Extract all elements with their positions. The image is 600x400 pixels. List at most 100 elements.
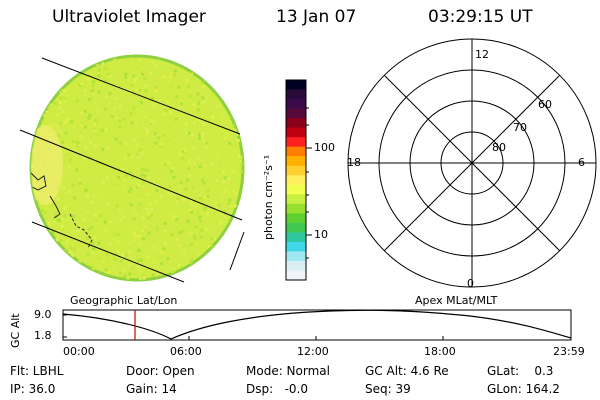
image-pixel bbox=[58, 106, 62, 110]
image-pixel bbox=[231, 235, 235, 239]
colorbar-band bbox=[286, 222, 306, 233]
image-pixel bbox=[185, 244, 189, 247]
image-pixel bbox=[160, 142, 164, 146]
image-pixel bbox=[66, 62, 70, 66]
image-pixel bbox=[174, 125, 178, 129]
image-pixel bbox=[148, 192, 152, 196]
image-pixel bbox=[128, 193, 132, 197]
image-pixel bbox=[204, 277, 208, 280]
image-pixel bbox=[239, 159, 242, 163]
image-pixel bbox=[31, 101, 35, 105]
image-pixel bbox=[94, 187, 98, 191]
image-pixel bbox=[40, 209, 43, 213]
image-pixel bbox=[208, 112, 212, 116]
image-pixel bbox=[89, 135, 93, 138]
mlt-label-6: 6 bbox=[578, 156, 585, 169]
image-pixel bbox=[101, 147, 105, 151]
image-pixel bbox=[236, 263, 240, 267]
image-pixel bbox=[169, 233, 173, 237]
image-pixel bbox=[136, 206, 140, 210]
image-pixel bbox=[183, 275, 187, 279]
xtick-0600: 06:00 bbox=[170, 345, 202, 358]
image-pixel bbox=[66, 153, 70, 157]
image-pixel bbox=[218, 171, 222, 175]
image-pixel bbox=[217, 152, 221, 156]
image-pixel bbox=[171, 219, 175, 223]
image-pixel bbox=[123, 185, 127, 189]
image-pixel bbox=[174, 136, 178, 140]
image-pixel bbox=[222, 88, 226, 92]
image-pixel bbox=[171, 271, 175, 275]
image-pixel bbox=[34, 114, 38, 118]
image-pixel bbox=[64, 131, 68, 135]
colorbar-band bbox=[286, 194, 306, 205]
image-pixel bbox=[35, 276, 39, 280]
image-pixel bbox=[130, 121, 134, 125]
image-pixel bbox=[67, 190, 71, 194]
image-pixel bbox=[35, 242, 39, 246]
image-pixel bbox=[105, 99, 109, 103]
image-pixel bbox=[56, 112, 60, 116]
image-pixel bbox=[141, 228, 145, 232]
image-pixel bbox=[153, 132, 157, 136]
image-pixel bbox=[124, 76, 128, 79]
image-pixel bbox=[83, 109, 87, 113]
image-pixel bbox=[105, 172, 109, 176]
image-pixel bbox=[41, 266, 45, 270]
image-pixel bbox=[141, 216, 145, 220]
image-pixel bbox=[96, 133, 100, 137]
image-pixel bbox=[32, 225, 36, 229]
image-pixel bbox=[147, 216, 151, 220]
image-pixel bbox=[155, 228, 159, 232]
image-pixel bbox=[88, 56, 92, 60]
mode-info: Mode: Normal bbox=[246, 364, 330, 378]
image-pixel bbox=[242, 59, 243, 63]
image-pixel bbox=[36, 97, 40, 101]
image-pixel bbox=[151, 60, 155, 64]
bright-limb bbox=[31, 125, 63, 205]
image-pixel bbox=[124, 140, 128, 144]
image-pixel bbox=[186, 84, 190, 88]
image-pixel bbox=[60, 196, 64, 200]
image-pixel bbox=[194, 225, 198, 229]
image-pixel bbox=[44, 261, 48, 265]
image-pixel bbox=[170, 73, 174, 77]
image-pixel bbox=[112, 233, 116, 237]
image-pixel bbox=[203, 164, 207, 168]
image-pixel bbox=[232, 189, 236, 193]
image-pixel bbox=[141, 180, 145, 184]
image-pixel bbox=[205, 67, 209, 71]
image-pixel bbox=[79, 60, 83, 64]
image-pixel bbox=[150, 207, 154, 211]
image-pixel bbox=[68, 158, 72, 162]
image-pixel bbox=[164, 109, 168, 113]
image-pixel bbox=[68, 207, 72, 210]
image-pixel bbox=[130, 268, 134, 272]
image-pixel bbox=[149, 165, 153, 169]
image-pixel bbox=[226, 93, 230, 97]
image-pixel bbox=[82, 93, 86, 97]
image-pixel bbox=[94, 118, 98, 122]
image-pixel bbox=[136, 198, 140, 201]
image-pixel bbox=[104, 127, 108, 131]
image-pixel bbox=[148, 259, 152, 263]
image-pixel bbox=[202, 159, 206, 163]
colorbar-band bbox=[286, 251, 306, 262]
image-pixel bbox=[49, 228, 52, 232]
image-pixel bbox=[92, 80, 96, 84]
image-pixel bbox=[93, 128, 97, 132]
image-pixel bbox=[202, 122, 205, 126]
image-pixel bbox=[123, 274, 127, 278]
image-pixel bbox=[118, 104, 122, 108]
image-pixel bbox=[233, 240, 237, 244]
image-pixel bbox=[225, 99, 229, 103]
image-pixel bbox=[45, 86, 49, 90]
image-pixel bbox=[236, 256, 240, 260]
image-pixel bbox=[201, 168, 205, 172]
image-pixel bbox=[125, 253, 129, 257]
image-pixel bbox=[69, 245, 73, 249]
image-pixel bbox=[169, 86, 173, 90]
image-pixel bbox=[33, 232, 37, 236]
ip-info: IP: 36.0 bbox=[10, 382, 56, 396]
